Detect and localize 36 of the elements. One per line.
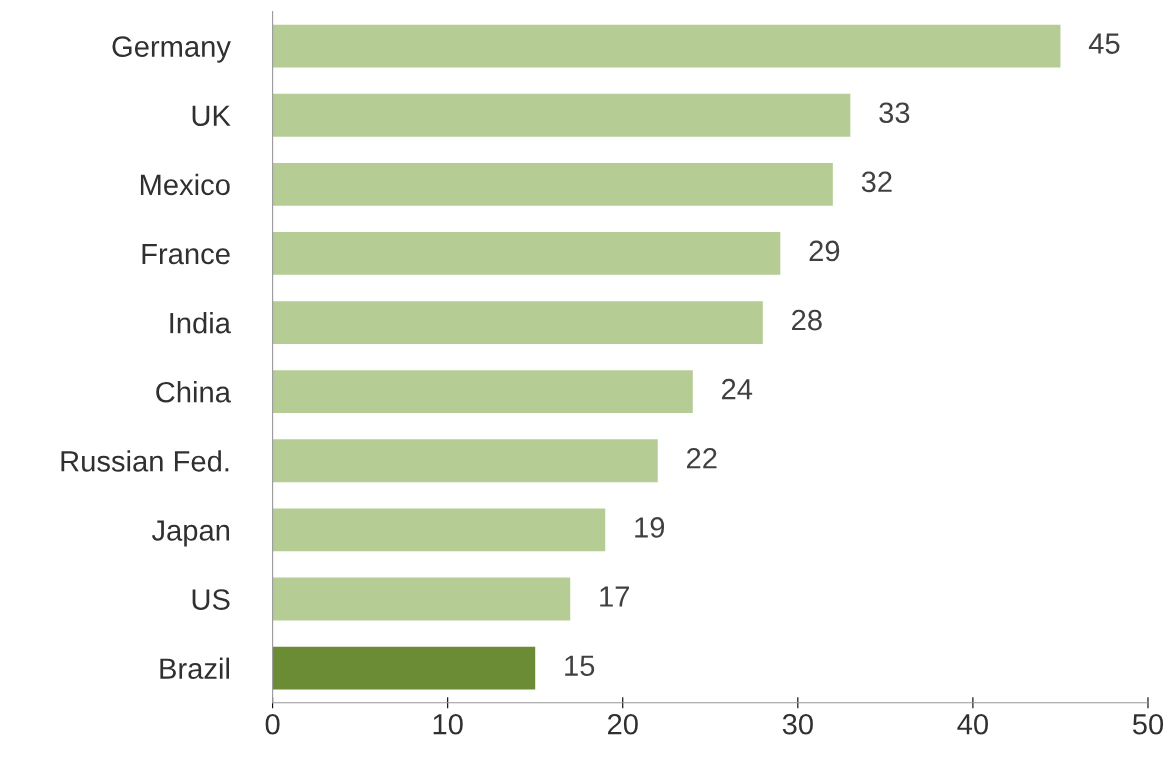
y-tick-label: Brazil <box>160 657 229 680</box>
data-label: 17 <box>600 586 629 607</box>
bar <box>272 93 851 137</box>
y-tick-label: India <box>170 311 231 334</box>
bar <box>272 646 536 690</box>
data-label: 29 <box>809 240 840 262</box>
bar <box>272 508 606 552</box>
x-tick-label: 20 <box>608 713 638 735</box>
x-tick-label: 30 <box>782 713 813 735</box>
data-label: 28 <box>792 309 822 331</box>
data-label: 45 <box>1088 33 1120 54</box>
x-tick-label: 10 <box>433 713 463 735</box>
data-label: 15 <box>565 655 595 676</box>
x-tick-label: 40 <box>957 713 988 735</box>
y-tick-label: Mexico <box>140 173 230 196</box>
data-label: 19 <box>635 517 665 538</box>
data-label: 24 <box>722 378 753 400</box>
y-tick-label: UK <box>192 105 231 127</box>
y-tick-label: France <box>142 243 230 265</box>
y-tick-label: US <box>192 589 230 610</box>
y-tick-label: Russian Fed. <box>61 450 229 472</box>
data-label: 22 <box>687 447 717 469</box>
x-tick-label: 50 <box>1132 713 1164 735</box>
y-tick-label: Japan <box>151 520 230 547</box>
bar <box>272 24 1061 68</box>
y-tick-label: Germany <box>112 36 231 63</box>
bar <box>272 439 658 483</box>
bar <box>272 301 763 344</box>
y-tick-label: China <box>156 381 231 403</box>
bar <box>272 370 693 414</box>
data-label: 33 <box>879 102 910 124</box>
bar <box>272 232 781 275</box>
bar <box>272 162 833 206</box>
x-tick-label: 0 <box>265 713 280 735</box>
data-label: 32 <box>861 171 892 193</box>
bar <box>272 577 571 621</box>
